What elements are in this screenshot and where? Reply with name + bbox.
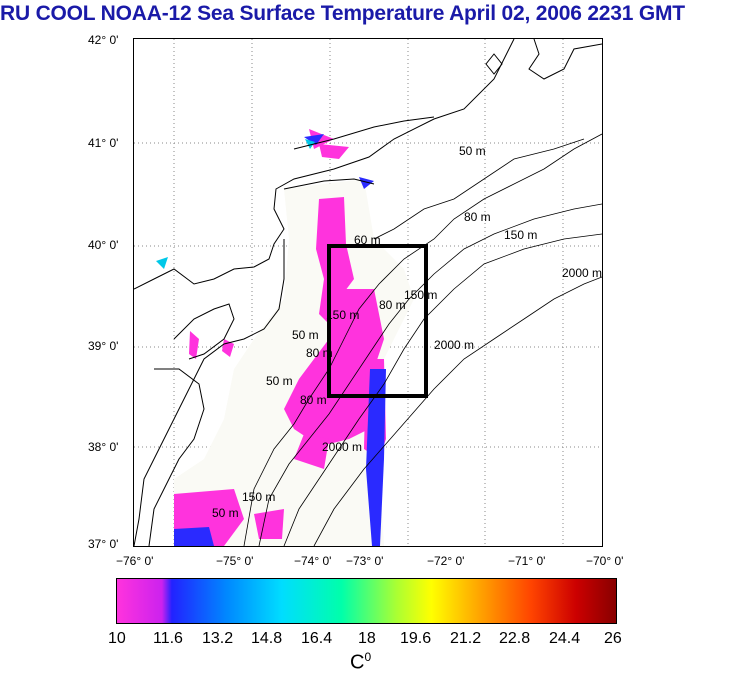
cloud-mask-region [174, 179, 414, 546]
contour-label: 50 m [459, 144, 486, 158]
contour-label: 50 m [266, 374, 293, 388]
colorbar-gradient [117, 579, 616, 623]
colorbar-label: 18 [358, 630, 376, 647]
unit-letter: C [350, 651, 365, 674]
colorbar-label: 26 [604, 630, 622, 647]
contour-label: 50 m [212, 506, 239, 520]
lon-tick-73: −73° 0' [346, 554, 384, 568]
lon-tick-74: −74° 0' [294, 554, 332, 568]
contour-label: 150 m [404, 288, 437, 302]
colorbar-label: 24.4 [549, 630, 581, 647]
contour-label: 50 m [292, 328, 319, 342]
cold-water-patches [174, 129, 386, 546]
contour-label: 150 m [326, 308, 359, 322]
colorbar-label: 10 [108, 630, 126, 647]
contour-label: 80 m [379, 298, 406, 312]
bathymetry-contours [243, 133, 602, 546]
contour-label: 2000 m [322, 440, 362, 454]
map-title: RU COOL NOAA-12 Sea Surface Temperature … [0, 2, 685, 25]
warmer-shelf-patches [156, 139, 315, 269]
colorbar-label: 22.8 [499, 630, 531, 647]
unit-superscript: 0 [364, 650, 372, 664]
lat-tick-37: 37° 0' [88, 537, 119, 551]
lat-tick-42: 42° 0' [88, 33, 119, 47]
contour-label: 150 m [242, 490, 275, 504]
lat-tick-39: 39° 0' [88, 339, 119, 353]
lon-tick-75: −75° 0' [216, 554, 254, 568]
contour-label: 80 m [300, 393, 327, 407]
colorbar-unit: C0 [350, 650, 371, 675]
grid-lines [134, 39, 602, 546]
contour-label: 2000 m [562, 266, 602, 280]
colorbar [116, 578, 617, 624]
lat-tick-41: 41° 0' [88, 136, 119, 150]
coastline [134, 39, 602, 546]
colorbar-label: 14.8 [251, 630, 283, 647]
sst-map: 50 m 80 m 150 m 2000 m 60 m 2000 m 150 m… [133, 38, 603, 547]
lon-tick-70: −70° 0' [586, 554, 624, 568]
contour-label: 80 m [306, 346, 333, 360]
colorbar-label: 11.6 [153, 630, 183, 647]
colorbar-label: 13.2 [202, 630, 234, 647]
lat-tick-38: 38° 0' [88, 440, 119, 454]
study-area-box [327, 244, 428, 398]
colorbar-label: 21.2 [450, 630, 482, 647]
contour-label: 2000 m [434, 338, 474, 352]
lat-tick-40: 40° 0' [88, 238, 119, 252]
contour-label: 60 m [354, 233, 381, 247]
colorbar-label: 19.6 [400, 630, 432, 647]
contour-label: 80 m [464, 210, 491, 224]
lon-tick-76: −76° 0' [116, 554, 154, 568]
lon-tick-72: −72° 0' [427, 554, 465, 568]
lon-tick-71: −71° 0' [508, 554, 546, 568]
colorbar-label: 16.4 [301, 630, 333, 647]
very-cold-patches [174, 134, 386, 546]
contour-label: 150 m [504, 228, 537, 242]
